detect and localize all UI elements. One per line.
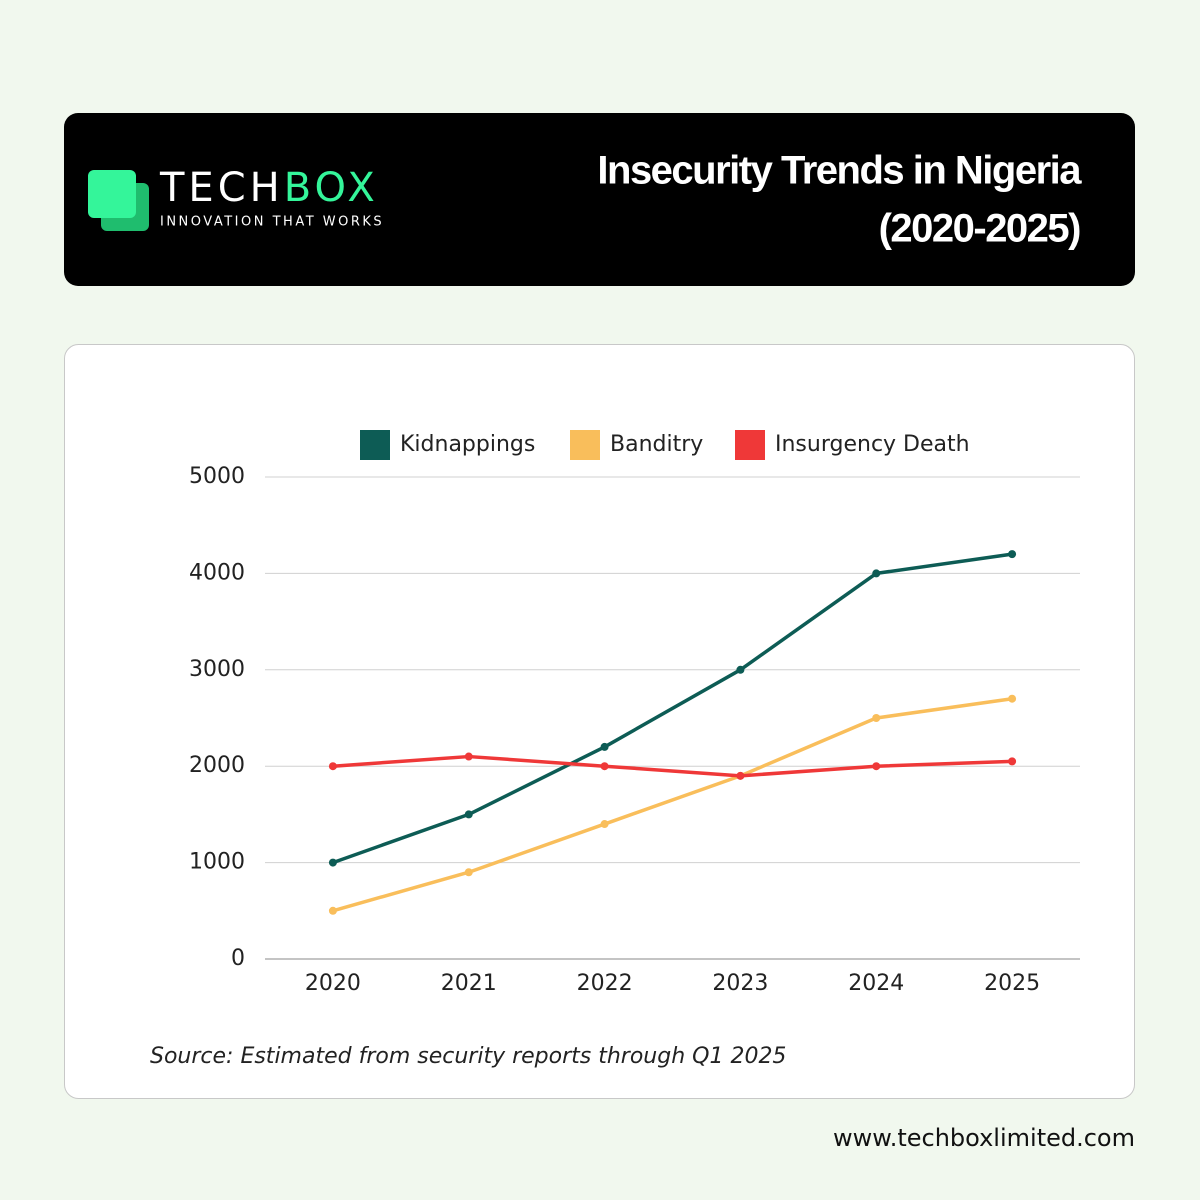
title: Insecurity Trends in Nigeria <box>597 149 1082 193</box>
point <box>600 820 609 829</box>
point <box>1008 694 1017 703</box>
logo-front <box>88 170 136 218</box>
x-tick-label: 2021 <box>441 971 497 996</box>
legend-label: Insurgency Death <box>775 432 970 457</box>
point <box>1008 757 1017 766</box>
point <box>736 771 745 780</box>
x-tick-label: 2024 <box>848 971 904 996</box>
logo: TECHBOX <box>159 165 379 211</box>
legend-swatch <box>360 430 390 460</box>
legend-label: Banditry <box>610 432 703 457</box>
source: Source: Estimated from security reports … <box>150 1044 786 1069</box>
plot: 0 1000 2000 3000 4000 5000 2020 2021 2022 2023 202… <box>189 430 1080 996</box>
point <box>464 868 473 877</box>
legend-label: Kidnappings <box>400 432 535 457</box>
x-tick-label: 2020 <box>305 971 361 996</box>
point <box>328 906 337 915</box>
website: www.techboxlimited.com <box>833 1124 1135 1152</box>
subtitle: (2020-2025) <box>879 207 1081 251</box>
logo-part2: BOX <box>284 165 379 211</box>
legend-swatch <box>735 430 765 460</box>
y-tick-label: 3000 <box>189 657 245 682</box>
y-tick-label: 5000 <box>189 464 245 489</box>
y-tick-label: 1000 <box>189 850 245 875</box>
point <box>872 762 881 771</box>
x-tick-label: 2025 <box>984 971 1040 996</box>
y-tick-label: 2000 <box>189 753 245 778</box>
point <box>464 810 473 819</box>
series-line <box>332 754 1013 778</box>
point <box>872 714 881 722</box>
point <box>464 752 473 761</box>
x-tick-label: 2022 <box>577 971 633 996</box>
legend-swatch <box>570 430 600 460</box>
point <box>600 762 609 771</box>
x-tick-label: 2023 <box>712 971 768 996</box>
series-line <box>332 696 1013 913</box>
point <box>1008 550 1017 559</box>
y-tick-label: 4000 <box>189 560 245 585</box>
point <box>736 665 745 674</box>
point <box>600 742 609 751</box>
point <box>328 762 337 771</box>
y-tick-label: 0 <box>231 946 245 971</box>
point <box>328 858 337 867</box>
point <box>872 569 881 578</box>
logo-part1: TECH <box>159 165 284 211</box>
series-line <box>332 552 1013 865</box>
header-banner <box>64 113 1135 286</box>
tagline: INNOVATION THAT WORKS <box>160 215 384 230</box>
